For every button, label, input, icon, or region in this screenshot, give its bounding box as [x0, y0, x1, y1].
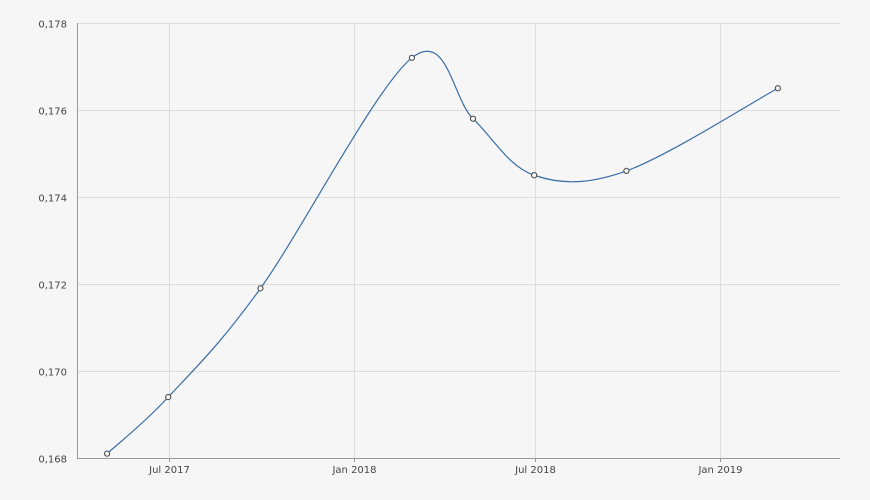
data-point [165, 394, 172, 401]
y-tick-label: 0,168 [38, 455, 67, 466]
series-line [106, 50, 779, 455]
x-tick-label: Jul 2017 [148, 465, 190, 476]
data-point [257, 285, 264, 292]
y-tick-label: 0,178 [38, 20, 67, 31]
x-tick-label: Jul 2018 [514, 465, 556, 476]
x-tick-label: Jan 2019 [697, 465, 742, 476]
y-axis-labels: 0,168 0,170 0,172 0,174 0,176 0,178 [38, 20, 67, 466]
data-point [103, 450, 111, 457]
data-point [774, 85, 781, 92]
x-axis-labels: Jul 2017 Jan 2018 Jul 2018 Jan 2019 [148, 465, 742, 476]
y-tick-label: 0,176 [38, 107, 67, 118]
y-tick-label: 0,170 [38, 368, 67, 379]
y-tick-label: 0,172 [38, 281, 67, 292]
grid [77, 23, 840, 459]
data-point [531, 172, 538, 179]
data-point [408, 54, 415, 61]
data-point [623, 167, 630, 174]
data-point [469, 115, 477, 122]
x-tick-label: Jan 2018 [331, 465, 376, 476]
axes [77, 23, 840, 462]
series [103, 50, 781, 457]
y-tick-label: 0,174 [38, 194, 67, 205]
